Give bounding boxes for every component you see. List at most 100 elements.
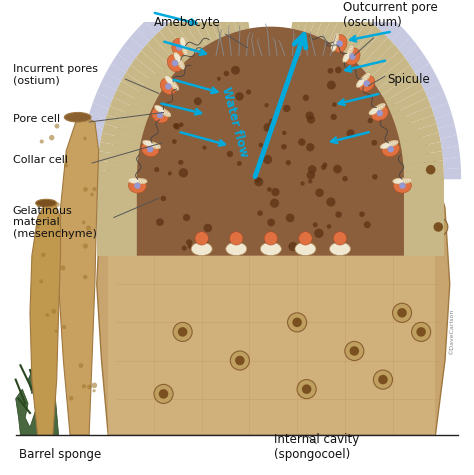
Ellipse shape xyxy=(177,59,185,69)
Ellipse shape xyxy=(371,106,381,114)
Ellipse shape xyxy=(182,44,188,56)
Polygon shape xyxy=(93,93,112,109)
Ellipse shape xyxy=(36,200,57,207)
Ellipse shape xyxy=(155,105,164,113)
Polygon shape xyxy=(400,133,441,150)
Polygon shape xyxy=(136,50,171,83)
Circle shape xyxy=(246,89,251,95)
Polygon shape xyxy=(107,106,147,128)
Polygon shape xyxy=(329,0,345,2)
Polygon shape xyxy=(404,179,444,256)
Circle shape xyxy=(429,218,448,237)
Polygon shape xyxy=(227,0,243,31)
Polygon shape xyxy=(82,135,100,149)
Polygon shape xyxy=(328,6,354,45)
Ellipse shape xyxy=(332,35,347,52)
Polygon shape xyxy=(394,106,434,128)
Circle shape xyxy=(307,115,315,124)
Text: Amebocyte: Amebocyte xyxy=(154,17,221,29)
Ellipse shape xyxy=(158,107,168,115)
Circle shape xyxy=(346,129,355,137)
Circle shape xyxy=(267,187,272,192)
Polygon shape xyxy=(145,14,163,34)
Circle shape xyxy=(179,168,188,178)
Polygon shape xyxy=(442,146,460,159)
Polygon shape xyxy=(415,63,435,81)
Circle shape xyxy=(387,146,394,152)
Ellipse shape xyxy=(181,40,187,52)
Ellipse shape xyxy=(132,178,143,184)
Polygon shape xyxy=(392,97,431,121)
Polygon shape xyxy=(169,0,186,16)
Circle shape xyxy=(327,81,336,90)
Text: Spicule: Spicule xyxy=(388,73,430,86)
Polygon shape xyxy=(443,157,461,169)
Ellipse shape xyxy=(142,140,154,147)
Circle shape xyxy=(306,143,314,152)
Ellipse shape xyxy=(152,107,169,123)
Circle shape xyxy=(83,244,88,248)
Ellipse shape xyxy=(144,141,155,147)
Circle shape xyxy=(69,396,73,400)
Circle shape xyxy=(328,68,333,74)
Polygon shape xyxy=(100,133,141,150)
Circle shape xyxy=(333,165,342,173)
Circle shape xyxy=(342,176,348,181)
Circle shape xyxy=(326,198,336,207)
Polygon shape xyxy=(80,168,97,179)
Polygon shape xyxy=(97,179,137,256)
Circle shape xyxy=(269,118,276,125)
Ellipse shape xyxy=(165,76,173,85)
Polygon shape xyxy=(370,50,405,83)
Polygon shape xyxy=(432,103,452,119)
Ellipse shape xyxy=(396,178,408,184)
Polygon shape xyxy=(187,0,203,6)
Circle shape xyxy=(283,105,291,112)
Circle shape xyxy=(159,389,168,399)
Circle shape xyxy=(301,181,305,186)
Ellipse shape xyxy=(329,242,351,256)
Ellipse shape xyxy=(359,76,367,85)
Polygon shape xyxy=(235,0,249,30)
Circle shape xyxy=(399,182,406,189)
Circle shape xyxy=(270,199,279,208)
Text: Water flow: Water flow xyxy=(219,86,251,159)
Polygon shape xyxy=(340,15,368,53)
Circle shape xyxy=(286,160,291,165)
Polygon shape xyxy=(130,57,167,89)
Ellipse shape xyxy=(385,141,397,147)
Ellipse shape xyxy=(346,47,353,57)
Circle shape xyxy=(349,53,356,60)
Circle shape xyxy=(267,218,275,227)
Polygon shape xyxy=(81,146,99,159)
Polygon shape xyxy=(117,45,137,64)
Circle shape xyxy=(314,228,324,238)
Ellipse shape xyxy=(148,142,159,148)
Polygon shape xyxy=(141,44,175,77)
Polygon shape xyxy=(124,37,143,56)
Circle shape xyxy=(321,164,326,170)
Ellipse shape xyxy=(345,49,352,59)
Ellipse shape xyxy=(160,78,176,95)
Circle shape xyxy=(82,220,85,224)
Circle shape xyxy=(147,146,153,152)
Polygon shape xyxy=(86,114,106,129)
Polygon shape xyxy=(110,97,149,121)
Polygon shape xyxy=(99,142,139,157)
Polygon shape xyxy=(378,14,396,34)
Ellipse shape xyxy=(175,56,183,66)
Ellipse shape xyxy=(345,48,360,65)
Circle shape xyxy=(202,145,207,150)
Circle shape xyxy=(176,44,182,50)
Polygon shape xyxy=(440,135,459,149)
Polygon shape xyxy=(180,10,207,49)
Circle shape xyxy=(217,77,221,81)
Circle shape xyxy=(315,189,324,197)
Ellipse shape xyxy=(359,76,375,92)
Ellipse shape xyxy=(128,178,139,183)
Ellipse shape xyxy=(180,38,186,50)
Ellipse shape xyxy=(380,142,391,149)
Circle shape xyxy=(397,308,407,318)
Ellipse shape xyxy=(357,77,366,86)
Circle shape xyxy=(90,193,94,196)
